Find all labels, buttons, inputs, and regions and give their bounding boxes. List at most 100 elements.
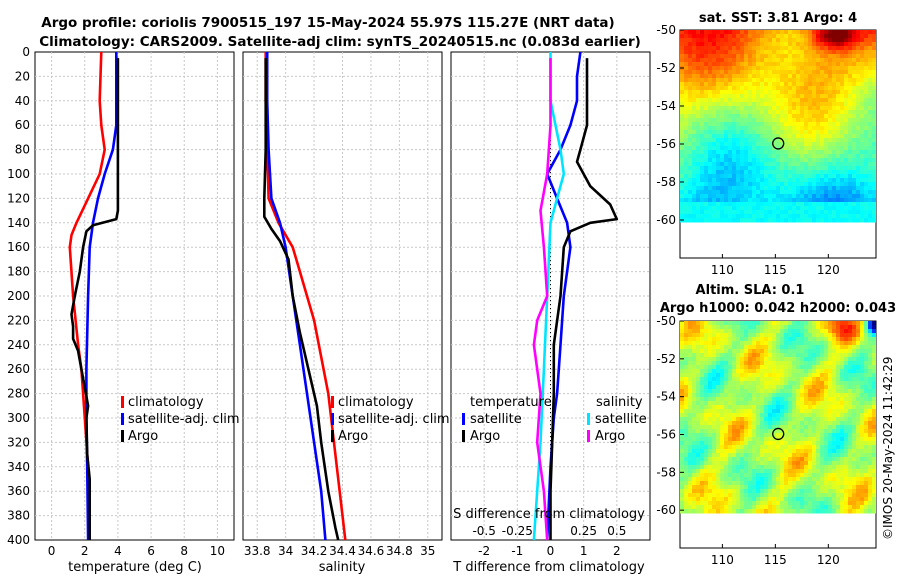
map-cell <box>856 321 861 326</box>
map-cell <box>824 70 829 75</box>
map-cell <box>688 130 693 135</box>
legend-label-satellite: satellite-adj. clim <box>128 412 240 427</box>
map-cell <box>776 78 781 83</box>
map-cell <box>772 449 777 454</box>
map-cell <box>748 210 753 215</box>
map-cell <box>716 481 721 486</box>
map-cell <box>752 110 757 115</box>
map-cell <box>832 66 837 71</box>
map-cell <box>756 485 761 490</box>
map-cell <box>696 413 701 418</box>
map-cell <box>696 401 701 406</box>
map-cell <box>748 489 753 494</box>
map-cell <box>756 369 761 374</box>
map-cell <box>760 457 765 462</box>
map-cell <box>748 353 753 358</box>
map-cell <box>796 46 801 51</box>
map-cell <box>800 178 805 183</box>
map-cell <box>812 74 817 79</box>
map-cell <box>844 469 849 474</box>
map-cell <box>740 106 745 111</box>
map-cell <box>856 210 861 215</box>
map-cell <box>704 138 709 143</box>
map-cell <box>728 493 733 498</box>
map-cell <box>732 50 737 55</box>
map-cell <box>844 329 849 334</box>
map-cell <box>852 138 857 143</box>
map-cell <box>856 190 861 195</box>
map-cell <box>704 38 709 43</box>
map-cell <box>736 146 741 151</box>
map-cell <box>752 373 757 378</box>
map-cell <box>788 182 793 187</box>
map-cell <box>752 493 757 498</box>
map-cell <box>760 174 765 179</box>
map-cell <box>816 62 821 67</box>
map-cell <box>784 405 789 410</box>
map-cell <box>832 461 837 466</box>
map-cell <box>764 493 769 498</box>
map-cell <box>732 90 737 95</box>
map-cell <box>848 50 853 55</box>
map-cell <box>788 202 793 207</box>
map-cell <box>724 174 729 179</box>
map-cell <box>732 321 737 326</box>
map-cell <box>852 453 857 458</box>
map-cell <box>728 122 733 127</box>
map-cell <box>680 178 685 183</box>
map-cell <box>712 46 717 51</box>
map-cell <box>816 413 821 418</box>
map-cell <box>744 461 749 466</box>
map-cell <box>756 70 761 75</box>
map-cell <box>832 409 837 414</box>
map-cell <box>680 70 685 75</box>
map-cell <box>760 182 765 187</box>
map-cell <box>792 405 797 410</box>
map-cell <box>732 461 737 466</box>
map-cell <box>708 389 713 394</box>
map-cell <box>760 337 765 342</box>
map-cell <box>732 385 737 390</box>
map-cell <box>804 385 809 390</box>
map-cell <box>808 509 813 514</box>
map-cell <box>780 425 785 430</box>
map-cell <box>824 357 829 362</box>
map-cell <box>864 329 869 334</box>
map-cell <box>700 437 705 442</box>
map-cell <box>704 66 709 71</box>
map-cell <box>704 397 709 402</box>
map-cell <box>740 329 745 334</box>
map-cell <box>788 425 793 430</box>
map-cell <box>832 505 837 510</box>
map-cell <box>684 194 689 199</box>
map-cell <box>704 194 709 199</box>
map-cell <box>696 429 701 434</box>
map-cell <box>748 102 753 107</box>
map-cell <box>804 142 809 147</box>
map-cell <box>820 58 825 63</box>
map-cell <box>704 465 709 470</box>
map-cell <box>748 114 753 119</box>
map-cell <box>772 345 777 350</box>
map-cell <box>744 102 749 107</box>
map-cell <box>692 110 697 115</box>
map-cell <box>708 501 713 506</box>
map-cell <box>736 94 741 99</box>
map-cell <box>708 202 713 207</box>
map-cell <box>732 509 737 514</box>
map-cell <box>712 166 717 171</box>
map-cell <box>852 218 857 223</box>
map-cell <box>820 98 825 103</box>
map-cell <box>828 341 833 346</box>
map-cell <box>828 178 833 183</box>
depth-tick-label: 400 <box>7 533 30 547</box>
map-cell <box>800 437 805 442</box>
map-cell <box>760 501 765 506</box>
map-cell <box>708 505 713 510</box>
map-cell <box>820 70 825 75</box>
map-cell <box>720 481 725 486</box>
map-cell <box>792 345 797 350</box>
map-cell <box>872 122 876 127</box>
map-cell <box>840 94 845 99</box>
map-cell <box>760 94 765 99</box>
